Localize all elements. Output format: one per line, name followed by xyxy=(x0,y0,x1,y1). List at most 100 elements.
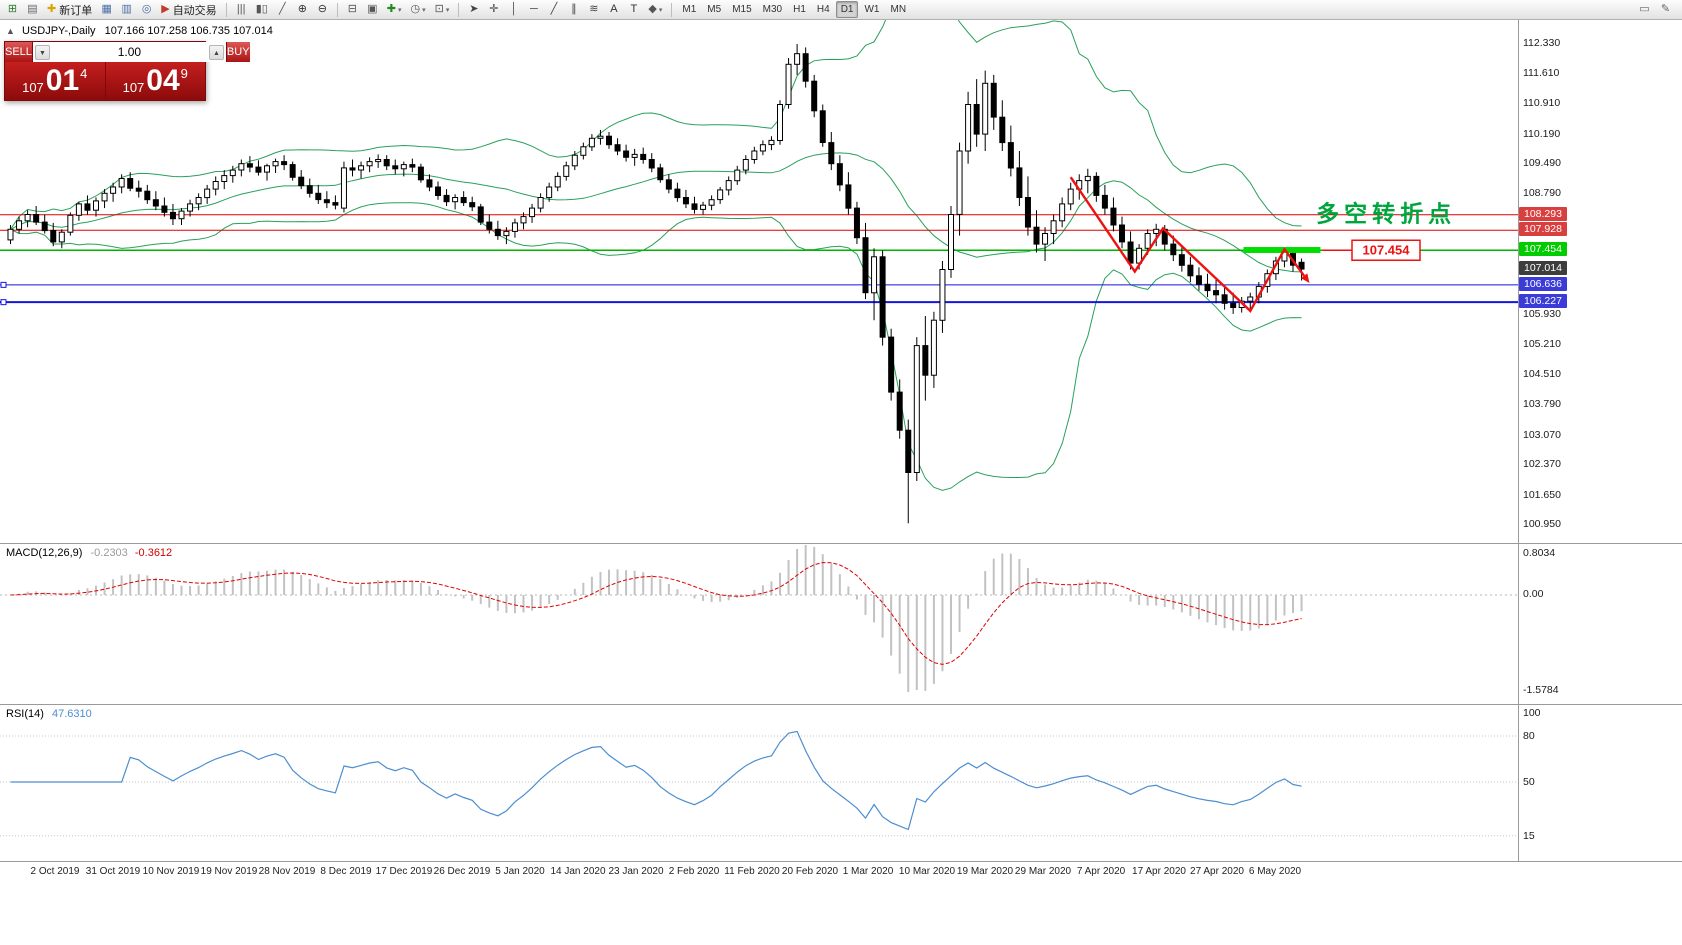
sell-price[interactable]: 107 01 4 xyxy=(5,62,105,100)
caret-down-icon: ▾ xyxy=(398,6,402,14)
toolbar-data-window[interactable]: ▥ xyxy=(117,1,136,18)
timeframe-w1[interactable]: W1 xyxy=(864,4,880,15)
toolbar-cascade-windows[interactable]: ▣ xyxy=(363,1,382,18)
timeframe-h4[interactable]: H4 xyxy=(816,4,830,15)
volume-input[interactable] xyxy=(51,45,207,59)
timeframe-d1[interactable]: D1 xyxy=(835,1,859,18)
toolbar-candlestick-chart[interactable]: ▮▯ xyxy=(252,1,272,18)
toolbar-bar-chart[interactable]: ||| xyxy=(232,1,251,18)
price-axis-label: 109.490 xyxy=(1523,157,1561,169)
toolbar-tile-windows[interactable]: ⊟ xyxy=(343,1,362,18)
caret-down-icon: ▾ xyxy=(658,6,663,14)
timeframe-h1[interactable]: H1 xyxy=(793,4,806,15)
candles-layer xyxy=(7,44,1305,524)
buy-price-prefix: 107 xyxy=(122,80,145,95)
pane-separator[interactable] xyxy=(0,543,1682,544)
toolbar-autotrading[interactable]: ▶ 自动交易 xyxy=(157,1,220,18)
sell-price-prefix: 107 xyxy=(22,80,44,95)
date-axis-label: 1 Mar 2020 xyxy=(842,866,894,877)
toolbar-add-indicator[interactable]: ✚ ▾ xyxy=(383,1,406,18)
timeframe-mn[interactable]: MN xyxy=(890,4,907,15)
toolbar-text-tool[interactable]: A xyxy=(604,1,623,18)
sell-price-big: 01 xyxy=(45,64,80,97)
rsi-pane[interactable] xyxy=(0,705,1518,861)
edit-mode-icon: ✎ xyxy=(1660,3,1671,15)
volume-decrease-button[interactable]: ▼ xyxy=(34,44,50,60)
date-axis-label: 31 Oct 2019 xyxy=(85,866,141,877)
toolbar-profiles[interactable]: ▤ xyxy=(23,1,42,18)
date-axis-label: 23 Jan 2020 xyxy=(608,866,664,877)
add-indicator-icon: ✚ xyxy=(386,3,397,15)
toolbar-crosshair-tool[interactable]: ✛ xyxy=(484,1,503,18)
date-axis-label: 19 Mar 2020 xyxy=(956,866,1014,877)
navigator-icon: ◎ xyxy=(141,3,152,15)
date-axis-label: 17 Apr 2020 xyxy=(1132,866,1186,877)
toolbar-fibonacci-tool[interactable]: ≋ xyxy=(584,1,603,18)
volume-increase-button[interactable]: ▲ xyxy=(208,44,224,60)
order-panel-divider xyxy=(104,62,106,100)
price-axis-label: 110.190 xyxy=(1523,128,1561,140)
price-axis-label: 100.950 xyxy=(1523,518,1561,530)
trend-zigzag[interactable] xyxy=(1069,176,1306,313)
buy-button[interactable]: BUY xyxy=(225,42,250,62)
toolbar-new-order[interactable]: ✚ 新订单 xyxy=(43,1,96,18)
toolbar-zoom-in[interactable]: ⊕ xyxy=(293,1,312,18)
timeframe-m30[interactable]: M30 xyxy=(762,4,783,15)
toolbar-period-selector[interactable]: ◷ ▾ xyxy=(407,1,430,18)
price-axis-label: 104.510 xyxy=(1523,368,1561,380)
shapes-tool-icon: ◆ xyxy=(648,3,657,15)
toolbar-shapes-tool[interactable]: ◆ ▾ xyxy=(644,1,666,18)
toolbar-horizontal-line-tool[interactable]: ─ xyxy=(524,1,543,18)
price-axis-label: 110.910 xyxy=(1523,97,1561,109)
macd-axis-label: -1.5784 xyxy=(1523,684,1559,696)
toolbar-navigator[interactable]: ◎ xyxy=(137,1,156,18)
date-axis-label: 10 Nov 2019 xyxy=(142,866,200,877)
toolbar-zoom-out[interactable]: ⊖ xyxy=(313,1,332,18)
timeframe-m1[interactable]: M1 xyxy=(682,4,697,15)
price-axis-label: 105.930 xyxy=(1523,308,1561,320)
cascade-windows-icon: ▣ xyxy=(367,3,378,15)
macd-name: MACD(12,26,9) xyxy=(6,547,83,559)
toolbar-right-group: ▭ ✎ xyxy=(1635,1,1679,18)
toolbar-text-label-tool[interactable]: T xyxy=(624,1,643,18)
date-axis-label: 11 Feb 2020 xyxy=(724,866,780,877)
toolbar-new-chart[interactable]: ⊞ xyxy=(3,1,22,18)
date-axis-label: 5 Jan 2020 xyxy=(495,866,545,877)
macd-pane[interactable] xyxy=(0,544,1518,704)
buy-price[interactable]: 107 04 9 xyxy=(106,62,206,100)
toolbar-edit-mode[interactable]: ✎ xyxy=(1656,1,1675,18)
timeframe-m5[interactable]: M5 xyxy=(707,4,722,15)
price-tag-box[interactable] xyxy=(1351,239,1421,262)
pane-separator[interactable] xyxy=(0,704,1682,705)
rsi-line xyxy=(10,730,1302,831)
price-chart-pane[interactable]: 多空转折点 107.454 xyxy=(0,20,1518,543)
horizontal-levels[interactable] xyxy=(0,214,1518,306)
one-click-toggle-icon[interactable]: ▲ xyxy=(6,26,15,36)
price-badge-108.293: 108.293 xyxy=(1519,207,1567,221)
rsi-axis-label: 100 xyxy=(1523,707,1541,719)
highlight-zone[interactable] xyxy=(1243,247,1321,253)
line-chart-icon: ╱ xyxy=(278,3,286,15)
macd-histogram xyxy=(18,545,1303,692)
price-badge-107.928: 107.928 xyxy=(1519,222,1567,236)
pane-separator[interactable] xyxy=(0,861,1682,862)
symbol-name: USDJPY-,Daily xyxy=(21,25,96,37)
rsi-value: 47.6310 xyxy=(51,708,92,720)
trendline-tool-icon: ╱ xyxy=(550,3,558,15)
toolbar-cursor-tool[interactable]: ➤ xyxy=(464,1,483,18)
sell-button[interactable]: SELL xyxy=(5,42,33,62)
macd-value-2: -0.3612 xyxy=(134,547,173,559)
toolbar-templates[interactable]: ⊡ ▾ xyxy=(431,1,454,18)
timeframe-m15[interactable]: M15 xyxy=(732,4,752,15)
toolbar-market-watch[interactable]: ▦ xyxy=(97,1,116,18)
date-axis-label: 2 Oct 2019 xyxy=(30,866,80,877)
toolbar-vertical-line-tool[interactable]: │ xyxy=(504,1,523,18)
vertical-line-tool-icon: │ xyxy=(510,3,518,15)
toolbar-separator xyxy=(336,2,338,17)
date-axis-label: 6 May 2020 xyxy=(1248,866,1302,877)
toolbar-channel-tool[interactable]: ∥ xyxy=(564,1,583,18)
toolbar-trendline-tool[interactable]: ╱ xyxy=(544,1,563,18)
turning-point-annotation[interactable]: 多空转折点 xyxy=(1316,201,1456,227)
toolbar-line-chart[interactable]: ╱ xyxy=(273,1,292,18)
toolbar-chart-shift[interactable]: ▭ xyxy=(1635,1,1654,18)
